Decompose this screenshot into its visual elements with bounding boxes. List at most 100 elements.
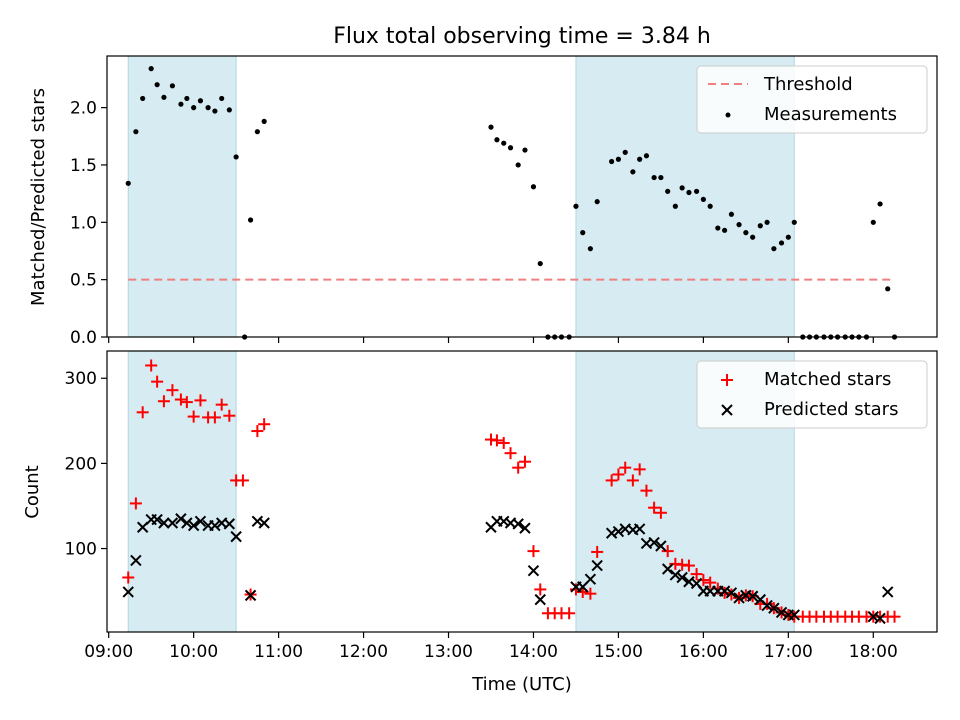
measurement-point	[637, 156, 643, 162]
predicted-star-point	[209, 519, 221, 532]
measurement-point	[515, 162, 521, 168]
predicted-star-point	[527, 564, 540, 577]
matched-star-point	[648, 501, 661, 514]
matched-star-point	[518, 455, 531, 468]
measurement-point	[184, 95, 190, 102]
y-tick-label: 1.5	[70, 156, 97, 176]
measurement-point	[757, 223, 763, 229]
matched-star-point	[654, 506, 667, 519]
predicted-star-point	[519, 522, 531, 534]
matched-star-point	[129, 497, 142, 510]
measurement-point	[736, 222, 742, 228]
predicted-star-point	[251, 515, 264, 528]
predicted-star-point	[768, 602, 780, 614]
matched-star-point	[633, 463, 646, 476]
predicted-star-point	[223, 518, 236, 530]
matched-star-point	[563, 607, 576, 620]
predicted-star-point	[258, 517, 270, 529]
measurement-point	[197, 98, 204, 104]
bottom-y-axis-label: Count	[22, 465, 43, 518]
matched-star-point	[223, 409, 236, 422]
bottom-panel: 100 200 300 09:00 10:00 11:00 12:00 13:00 14:00…	[22, 350, 938, 695]
predicted-star-point	[655, 540, 667, 552]
top-y-ticks: 0.0 0.5 1.0 1.5 2.0	[70, 99, 107, 348]
measurement-point	[191, 105, 197, 111]
predicted-star-point	[867, 610, 879, 623]
legend-measurements-swatch	[725, 112, 731, 118]
top-axes-frame	[106, 55, 938, 338]
measurement-point	[178, 101, 184, 107]
y-tick-label: 200	[65, 454, 97, 474]
predicted-star-point	[676, 571, 688, 584]
predicted-star-point	[788, 609, 800, 621]
predicted-star-point	[498, 515, 510, 528]
matched-star-point	[527, 545, 540, 558]
predicted-star-point	[534, 593, 546, 606]
matched-star-point	[640, 484, 653, 497]
matched-star-point	[619, 461, 632, 474]
predicted-star-point	[512, 518, 524, 530]
measurement-point	[507, 145, 514, 151]
measurement-point	[261, 118, 267, 124]
legend-threshold-label: Threshold	[763, 74, 853, 95]
predicted-stars-points	[122, 513, 894, 625]
matched-star-point	[690, 568, 703, 581]
measurement-point	[764, 219, 770, 225]
predicted-star-point	[158, 517, 170, 529]
measurement-point	[672, 203, 678, 209]
matched-star-point	[251, 425, 264, 438]
predicted-star-point	[175, 513, 187, 525]
measurement-point	[707, 203, 713, 209]
matched-star-point	[704, 576, 717, 589]
measurement-point	[154, 82, 160, 88]
measurement-point	[212, 108, 218, 114]
predicted-star-point	[733, 592, 745, 604]
measurement-point	[622, 149, 628, 155]
measurement-point	[693, 188, 700, 194]
top-legend: Threshold Measurements	[696, 65, 928, 134]
measurement-point	[219, 95, 225, 102]
matched-star-point	[584, 587, 597, 600]
measurement-point	[140, 95, 146, 102]
measurement-point	[715, 225, 721, 231]
measurement-point	[630, 169, 636, 175]
y-tick-label: 0.0	[70, 328, 97, 348]
measurement-point	[870, 219, 876, 225]
predicted-star-point	[166, 517, 179, 529]
bottom-x-ticks: 09:00 10:00 11:00 12:00 13:00 14:00 15:00 16:00…	[84, 632, 898, 662]
measurement-point	[885, 286, 891, 292]
predicted-star-point	[874, 612, 886, 625]
measurement-point	[488, 124, 494, 130]
predicted-star-point	[181, 517, 193, 529]
measurement-point	[679, 185, 685, 191]
top-x-ticks	[108, 337, 874, 343]
measurement-point	[205, 105, 211, 111]
measurement-point	[651, 174, 657, 181]
measurement-point	[728, 211, 735, 217]
predicted-star-point	[725, 587, 738, 599]
matched-star-point	[888, 610, 901, 623]
y-tick-label: 100	[65, 540, 97, 560]
measurement-point	[743, 230, 749, 236]
legend-predicted-swatch	[721, 404, 733, 416]
matched-star-point	[208, 411, 221, 424]
measurement-point	[247, 217, 254, 223]
matched-star-point	[236, 474, 249, 487]
predicted-star-point	[584, 573, 597, 585]
measurement-point	[750, 234, 756, 240]
measurement-point	[254, 129, 260, 135]
predicted-star-point	[151, 513, 163, 526]
bottom-y-ticks: 100 200 300	[65, 369, 107, 560]
measurement-point	[686, 189, 692, 196]
predicted-star-point	[591, 559, 603, 572]
measurement-point	[133, 129, 139, 135]
measurement-point	[161, 94, 167, 100]
predicted-star-point	[194, 515, 207, 528]
predicted-star-point	[187, 519, 200, 532]
chart-title: Flux total observing time = 3.84 h	[333, 24, 711, 49]
predicted-star-point	[661, 563, 674, 575]
measurement-point	[169, 83, 176, 89]
predicted-star-point	[775, 606, 788, 619]
predicted-star-point	[669, 569, 682, 581]
